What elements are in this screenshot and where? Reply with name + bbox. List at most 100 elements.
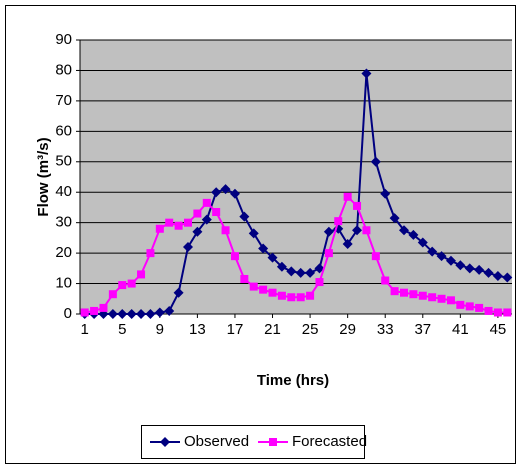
- x-tick-label: 25: [302, 321, 319, 338]
- marker: [202, 198, 211, 207]
- marker: [315, 278, 324, 287]
- x-tick-label: 13: [189, 321, 206, 338]
- marker: [314, 263, 325, 274]
- marker: [108, 290, 117, 299]
- marker: [361, 68, 372, 79]
- y-tick-label: 80: [55, 61, 72, 78]
- marker: [362, 226, 371, 235]
- marker: [428, 293, 437, 302]
- marker: [146, 249, 155, 258]
- marker: [268, 288, 277, 297]
- marker: [400, 288, 408, 297]
- x-tick-label: 41: [452, 321, 469, 338]
- marker: [154, 307, 165, 318]
- marker: [492, 270, 503, 281]
- marker: [475, 303, 484, 312]
- x-tick-label: 1: [81, 321, 89, 338]
- marker: [502, 272, 513, 283]
- series-line: [84, 73, 508, 315]
- y-tick-label: 40: [55, 183, 72, 200]
- legend-label: Observed: [184, 433, 249, 450]
- series-line: [84, 195, 508, 314]
- marker: [276, 261, 287, 272]
- marker: [137, 270, 146, 279]
- marker: [126, 309, 137, 319]
- marker: [456, 300, 465, 309]
- marker: [173, 287, 184, 298]
- marker: [323, 226, 334, 237]
- marker: [381, 276, 390, 285]
- marker: [408, 229, 419, 240]
- marker: [174, 221, 183, 230]
- marker: [220, 184, 231, 195]
- marker: [483, 267, 494, 278]
- marker: [305, 267, 316, 278]
- marker: [160, 437, 170, 447]
- marker: [503, 308, 512, 317]
- marker: [427, 246, 438, 257]
- x-tick-label: 21: [264, 321, 281, 338]
- marker: [221, 226, 230, 235]
- marker: [418, 291, 427, 300]
- marker: [353, 201, 362, 210]
- x-tick-label: 9: [156, 321, 164, 338]
- y-tick-label: 10: [55, 275, 72, 292]
- marker: [484, 306, 493, 315]
- marker: [437, 294, 446, 303]
- marker: [118, 281, 127, 290]
- marker: [464, 263, 475, 274]
- marker: [324, 249, 333, 258]
- marker: [493, 308, 502, 317]
- marker: [371, 252, 380, 261]
- marker: [155, 224, 164, 233]
- marker: [446, 296, 455, 305]
- marker: [465, 302, 474, 311]
- marker: [229, 188, 240, 199]
- y-tick-label: 20: [55, 244, 72, 261]
- marker: [296, 293, 305, 302]
- marker: [117, 309, 128, 319]
- marker: [389, 213, 400, 224]
- marker: [127, 279, 136, 288]
- y-tick-label: 60: [55, 122, 72, 139]
- marker: [370, 156, 381, 167]
- marker: [258, 243, 269, 254]
- marker: [193, 209, 202, 218]
- x-tick-label: 17: [227, 321, 244, 338]
- marker: [455, 260, 466, 271]
- marker: [136, 309, 147, 319]
- marker: [230, 252, 239, 261]
- marker: [183, 242, 193, 253]
- marker: [295, 267, 306, 278]
- marker: [306, 291, 315, 300]
- y-axis-title: Flow (m³/s): [35, 137, 52, 216]
- x-tick-label: 29: [339, 321, 356, 338]
- marker: [165, 218, 174, 227]
- marker: [286, 266, 297, 277]
- marker: [445, 255, 456, 266]
- y-tick-label: 0: [64, 305, 72, 322]
- marker: [399, 225, 409, 236]
- marker: [184, 218, 192, 227]
- marker: [90, 306, 99, 315]
- marker: [334, 217, 343, 226]
- marker: [436, 251, 447, 262]
- x-tick-label: 5: [118, 321, 126, 338]
- marker: [107, 309, 118, 319]
- marker: [201, 214, 212, 225]
- marker: [352, 225, 363, 236]
- marker: [212, 208, 221, 217]
- marker: [239, 211, 250, 222]
- y-tick-label: 90: [55, 31, 72, 48]
- marker: [249, 282, 258, 291]
- x-tick-label: 37: [414, 321, 431, 338]
- marker: [474, 264, 485, 275]
- x-tick-label: 45: [490, 321, 507, 338]
- marker: [390, 287, 399, 296]
- marker: [409, 290, 418, 299]
- marker: [417, 237, 428, 248]
- x-axis-title: Time (hrs): [257, 372, 329, 389]
- y-tick-label: 70: [55, 92, 72, 109]
